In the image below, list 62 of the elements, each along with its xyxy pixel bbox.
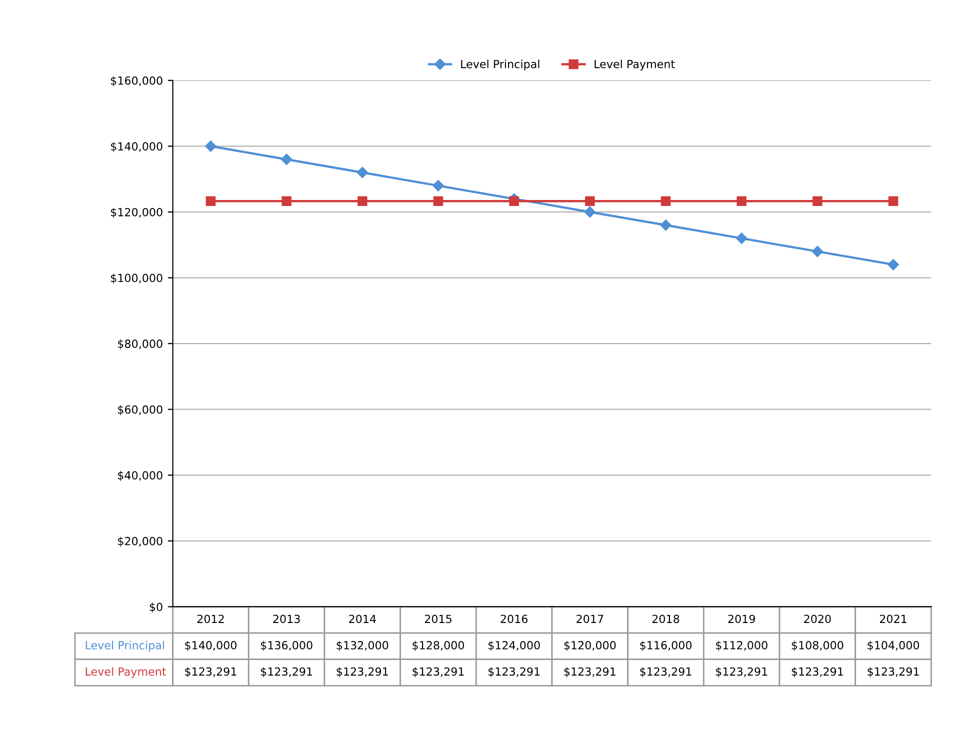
x-tick-label: 2014 [349, 614, 376, 624]
text: Level Principal [86, 640, 164, 652]
legend-label: Level Principal [461, 60, 540, 70]
point [282, 196, 292, 206]
point [888, 196, 898, 206]
point [509, 196, 519, 206]
y-tick-label: $20,000 [118, 536, 162, 547]
point [206, 196, 216, 206]
data-label: $140,000 [185, 640, 236, 651]
point [205, 140, 216, 152]
y-tick-label: $60,000 [118, 405, 162, 416]
y-tick-label: $100,000 [110, 274, 162, 284]
point [584, 206, 596, 218]
data-label: $136,000 [260, 640, 312, 651]
data-label: $123,291 [640, 667, 692, 678]
point [736, 196, 746, 206]
x-tick-label: 2017 [576, 614, 604, 624]
point [660, 196, 671, 206]
y-tick-label: $140,000 [110, 142, 162, 152]
point [812, 196, 822, 206]
data-label: $123,291 [185, 667, 236, 678]
data-label: $123,291 [412, 667, 464, 678]
data-label: $132,000 [336, 640, 388, 651]
point [433, 196, 444, 206]
y-tick-label: $160,000 [110, 76, 162, 86]
data-label: $104,000 [868, 640, 920, 651]
data-label: $108,000 [792, 640, 844, 651]
text: Level Payment [86, 667, 166, 678]
data-label: $123,291 [260, 667, 312, 678]
data-label: $123,291 [868, 667, 919, 678]
data-label: $123,291 [716, 667, 768, 678]
y-tick-label: $80,000 [118, 339, 162, 350]
data-label: $123,291 [792, 667, 843, 678]
data-label: $123,291 [336, 667, 388, 678]
x-tick-label: 2021 [880, 614, 906, 624]
data-label: $123,291 [488, 667, 540, 678]
legend-label: Level Payment [594, 60, 675, 70]
point [432, 180, 444, 192]
x-tick-label: 2020 [804, 614, 831, 624]
point [736, 232, 748, 244]
x-tick-label: 2016 [500, 614, 528, 624]
x-tick-label: 2018 [652, 614, 680, 624]
data-label: $124,000 [488, 640, 540, 651]
x-tick-label: 2013 [273, 614, 300, 624]
y-tick-label: $0 [150, 602, 162, 613]
data-label: $123,291 [564, 667, 616, 678]
point [585, 196, 595, 206]
x-tick-label: 2019 [728, 614, 755, 624]
data-label: $112,000 [716, 640, 768, 651]
y-tick-label: $120,000 [110, 208, 162, 218]
x-tick-label: 2012 [197, 614, 224, 624]
point [358, 196, 368, 206]
point [888, 259, 899, 270]
data-label: $120,000 [564, 640, 616, 651]
point [660, 220, 672, 231]
data-label: $116,000 [640, 640, 692, 651]
data-label: $128,000 [412, 640, 464, 651]
point [280, 154, 292, 165]
y-tick-label: $40,000 [118, 470, 162, 482]
point [356, 166, 368, 178]
x-tick-label: 2015 [424, 614, 452, 624]
point [812, 246, 824, 258]
